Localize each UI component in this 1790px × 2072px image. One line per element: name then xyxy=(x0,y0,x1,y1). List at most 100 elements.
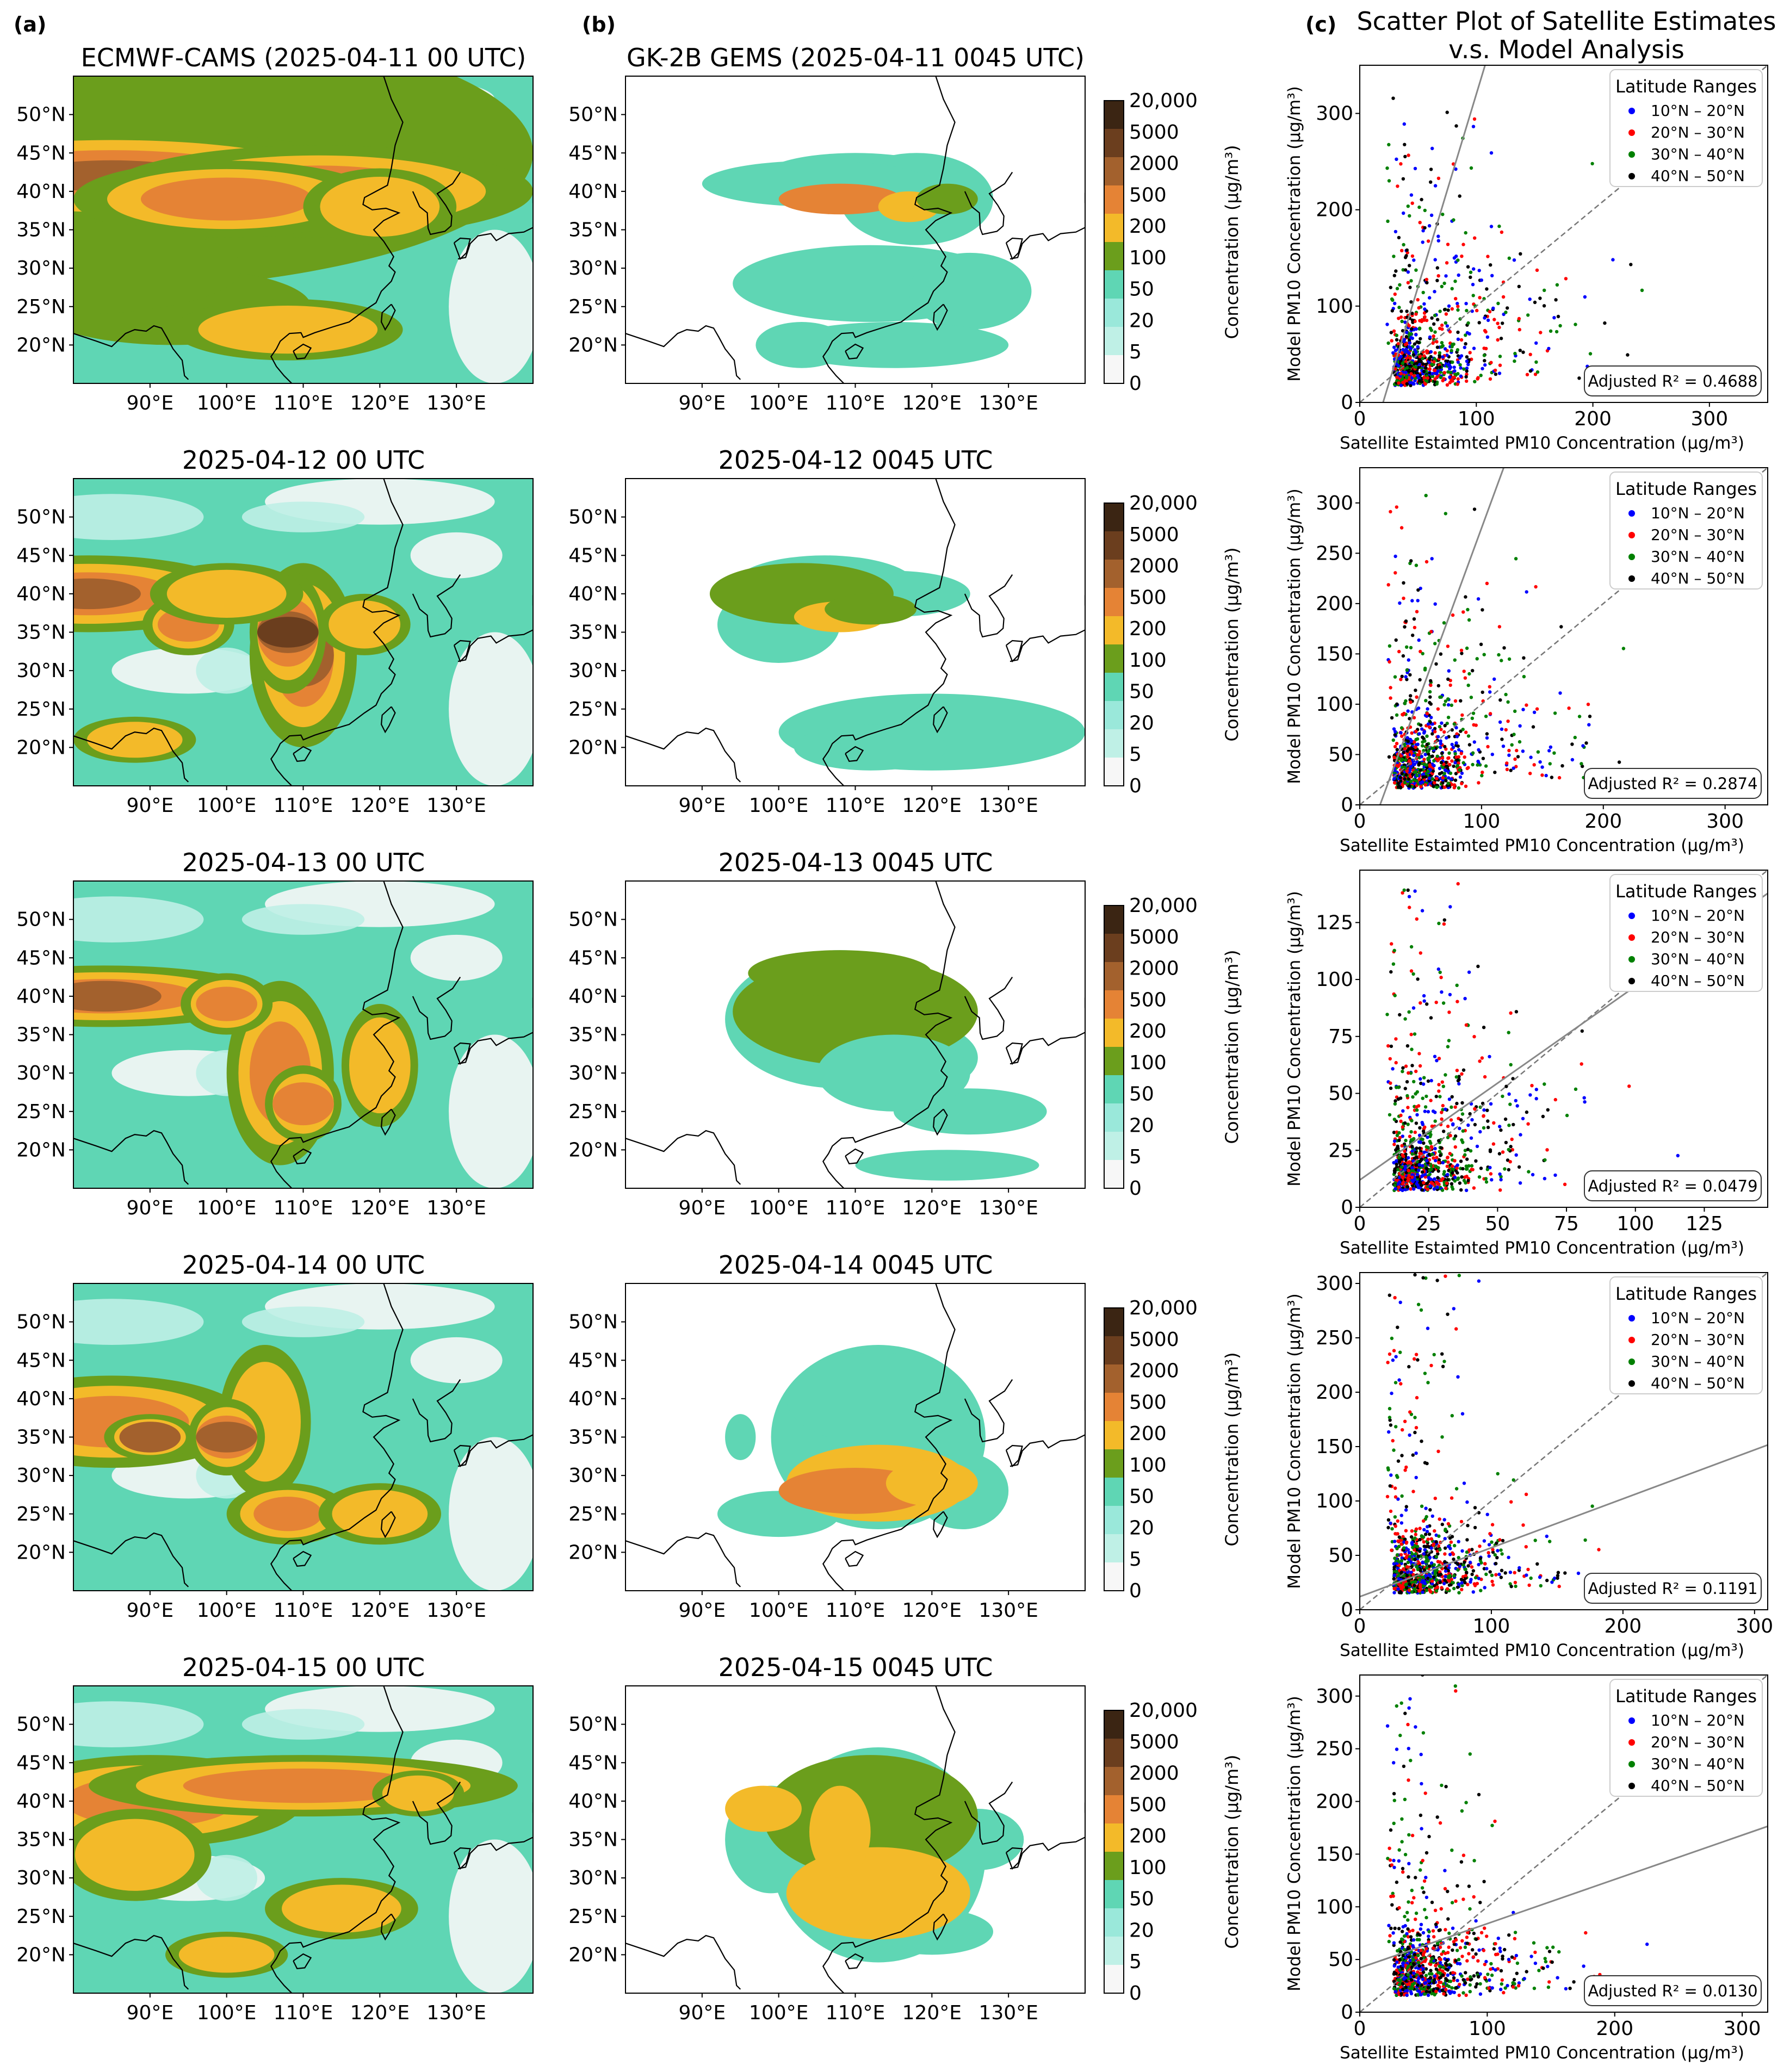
scatter-point xyxy=(1435,266,1439,270)
scatter-point xyxy=(1421,1590,1424,1594)
scatter-point xyxy=(1467,743,1472,747)
scatter-point xyxy=(1465,1500,1469,1504)
lat-label: 50°N xyxy=(16,1311,66,1333)
scatter-point xyxy=(1433,53,1436,56)
scatter-point xyxy=(1396,1577,1401,1581)
scatter-point xyxy=(1556,314,1560,319)
x-tick-label: 100 xyxy=(1463,810,1501,833)
colorbar-segment xyxy=(1104,1534,1124,1562)
scatter-point xyxy=(1514,1099,1518,1103)
scatter-point xyxy=(1429,679,1433,683)
colorbar-tick-label: 500 xyxy=(1129,586,1167,609)
map-conc-blob xyxy=(382,1775,454,1812)
scatter-point xyxy=(1409,383,1413,387)
y-tick-label: 300 xyxy=(1316,1273,1353,1295)
scatter-point xyxy=(1582,1096,1586,1100)
coastline xyxy=(1009,1800,1085,1870)
scatter-point xyxy=(1423,315,1427,319)
scatter-point xyxy=(1389,1473,1393,1477)
scatter-point xyxy=(1553,1173,1557,1177)
scatter-point xyxy=(1420,1886,1424,1890)
scatter-point xyxy=(1446,308,1450,312)
scatter-point xyxy=(1509,1011,1513,1015)
scatter-point xyxy=(1392,1131,1396,1134)
scatter-point xyxy=(1515,1104,1519,1108)
scatter-point xyxy=(1439,1981,1443,1984)
scatter-point xyxy=(1462,1481,1466,1485)
scatter-point xyxy=(1421,1130,1426,1133)
scatter-point xyxy=(1483,359,1486,363)
island-outline xyxy=(845,1148,864,1164)
lat-label: 20°N xyxy=(16,1944,66,1966)
scatter-point xyxy=(1533,1539,1537,1542)
colorbar-tick-label: 5 xyxy=(1129,1548,1142,1571)
scatter-point xyxy=(1444,1107,1447,1112)
scatter-point xyxy=(1397,306,1401,309)
scatter-point xyxy=(1413,1177,1416,1181)
scatter-point xyxy=(1460,1587,1464,1592)
scatter-point xyxy=(1453,1179,1457,1183)
scatter-point xyxy=(1447,1931,1451,1935)
scatter-point xyxy=(1484,1180,1489,1184)
scatter-point xyxy=(1446,1156,1450,1160)
scatter-point xyxy=(1449,370,1453,375)
scatter-point xyxy=(1437,1089,1441,1093)
scatter-point xyxy=(1488,685,1491,689)
scatter-point xyxy=(1407,1010,1411,1014)
scatter-point xyxy=(1450,1105,1453,1109)
scatter-point xyxy=(1421,290,1425,295)
map-light-patch xyxy=(73,896,204,942)
scatter-point xyxy=(1488,309,1492,314)
scatter-point xyxy=(1426,376,1429,380)
scatter-point xyxy=(1435,345,1440,349)
scatter-point xyxy=(1508,1102,1512,1106)
scatter-point xyxy=(1475,308,1479,313)
scatter-point xyxy=(1554,330,1559,334)
scatter-point xyxy=(1534,360,1538,364)
scatter-point xyxy=(1422,1879,1427,1883)
scatter-point xyxy=(1401,61,1404,65)
island-outline xyxy=(380,706,396,734)
scatter-point xyxy=(1422,994,1426,998)
legend-label: 30°N – 40°N xyxy=(1651,145,1745,163)
scatter-point xyxy=(1397,1159,1402,1164)
scatter-point xyxy=(1401,361,1405,365)
scatter-point xyxy=(1460,713,1464,717)
scatter-point xyxy=(1500,659,1503,662)
scatter-point xyxy=(1528,369,1533,373)
scatter-point xyxy=(1460,1939,1464,1943)
scatter-point xyxy=(1474,1952,1478,1956)
scatter-point xyxy=(1410,1173,1414,1177)
scatter-point xyxy=(1402,1764,1406,1769)
scatter-point xyxy=(1477,781,1481,785)
scatter-point xyxy=(1547,749,1551,753)
scatter-point xyxy=(1451,613,1455,617)
scatter-point xyxy=(1408,341,1411,345)
map-light-patch xyxy=(241,904,365,935)
scatter-point xyxy=(1421,1970,1426,1974)
scatter-point xyxy=(1404,1505,1408,1509)
scatter-point xyxy=(1498,1950,1502,1953)
legend-marker xyxy=(1628,510,1635,517)
map-a-title: 2025-04-13 00 UTC xyxy=(182,848,425,877)
island-outline xyxy=(453,1042,471,1065)
scatter-point xyxy=(1440,721,1444,725)
scatter-point xyxy=(1411,382,1415,386)
scatter-point xyxy=(1393,1524,1397,1528)
scatter-point xyxy=(1396,1168,1400,1171)
lat-label: 45°N xyxy=(16,142,66,164)
scatter-point xyxy=(1385,1724,1390,1728)
scatter-point xyxy=(1458,356,1462,360)
scatter-point xyxy=(1422,749,1426,753)
scatter-point xyxy=(1419,1922,1423,1926)
scatter-point xyxy=(1401,891,1404,895)
scatter-point xyxy=(1445,1164,1449,1168)
scatter-point xyxy=(1491,1142,1496,1146)
colorbar-tick-label: 2000 xyxy=(1129,958,1179,980)
scatter-point xyxy=(1402,1581,1405,1585)
scatter-point xyxy=(1401,1188,1404,1192)
scatter-point xyxy=(1451,1187,1455,1191)
scatter-point xyxy=(1501,745,1506,748)
r2-box xyxy=(1584,1170,1762,1201)
y-tick-label: 50 xyxy=(1328,1083,1353,1105)
